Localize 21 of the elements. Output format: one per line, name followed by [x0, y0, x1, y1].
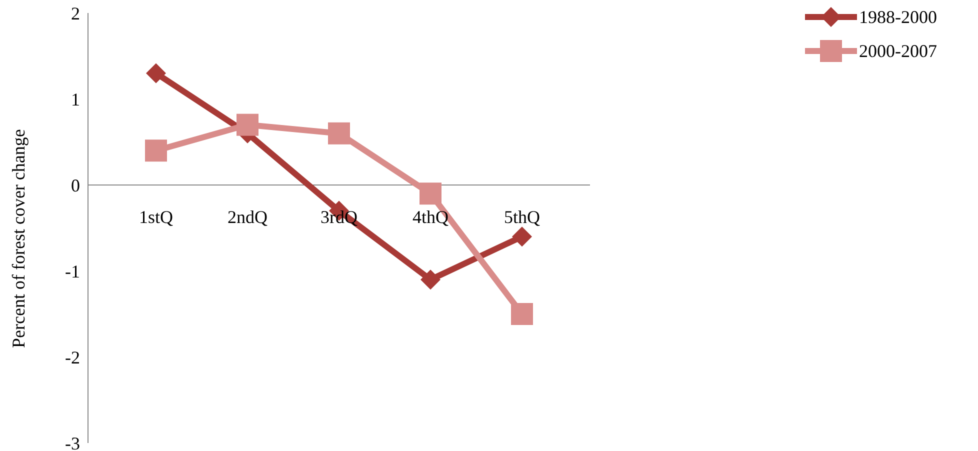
- x-tick-label: 4thQ: [412, 207, 448, 227]
- point: [420, 182, 442, 205]
- y-tick-label: -1: [65, 261, 80, 282]
- point: [512, 226, 532, 247]
- point: [328, 122, 350, 144]
- legend-label: 1988-2000: [859, 6, 937, 28]
- point: [511, 303, 533, 325]
- y-tick-label: -2: [65, 347, 80, 368]
- x-tick-label: 2ndQ: [228, 207, 268, 227]
- legend-label: 2000-2007: [859, 40, 937, 62]
- y-tick-label: -3: [65, 433, 80, 451]
- y-axis-title: Percent of forest cover change: [8, 129, 28, 348]
- y-tick-label: 2: [71, 3, 80, 24]
- point: [236, 114, 258, 136]
- point: [145, 140, 167, 162]
- point: [146, 63, 166, 84]
- y-tick-label: 0: [71, 175, 80, 196]
- point: [420, 270, 440, 290]
- x-tick-label: 5thQ: [504, 207, 540, 227]
- x-tick-label: 1stQ: [138, 207, 174, 227]
- y-tick-label: 1: [71, 89, 80, 110]
